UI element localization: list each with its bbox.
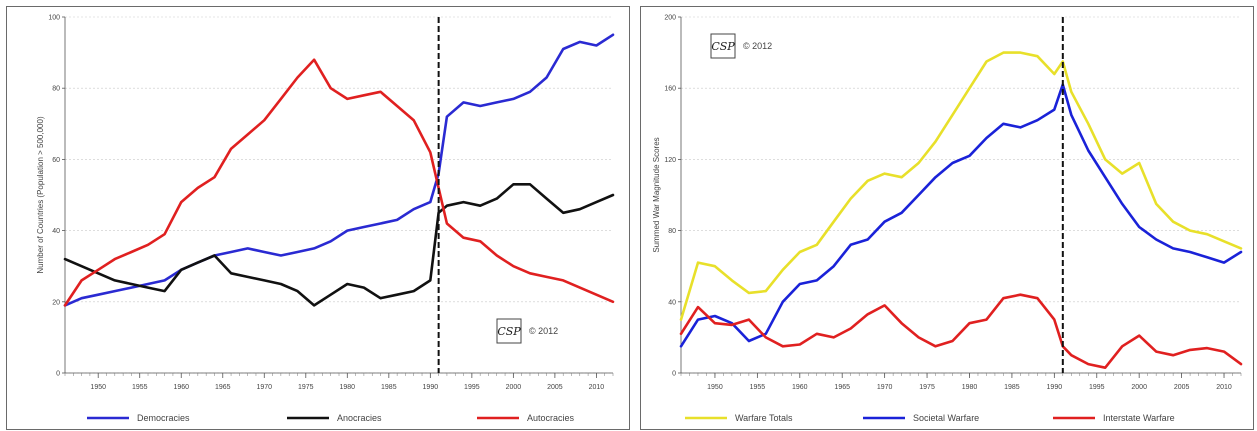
x-tick-label: 1965 (215, 384, 231, 391)
legend-label-autocracies: Autocracies (527, 413, 575, 423)
x-tick-label: 2005 (547, 384, 563, 391)
x-tick-label: 1995 (464, 384, 480, 391)
legend-label-warfare-totals: Warfare Totals (735, 413, 793, 423)
chart-war-magnitude: 0 40 80 120 160 200 1950 1955 1960 1965 1970 1975 19… (652, 15, 1243, 423)
x-tick-label: 1980 (962, 384, 978, 391)
series-line-anocracies (63, 183, 615, 307)
csp-logo (496, 318, 522, 344)
series-line-societal-warfare (679, 83, 1243, 348)
x-tick-label: 1975 (298, 384, 314, 391)
y-tick-label: 120 (664, 157, 676, 164)
csp-logo (710, 33, 736, 59)
chart-regime-types: 0 20 40 60 80 100 1950 1955 1960 1965 1970 1975 1980… (36, 15, 615, 423)
csp-logo-text: CSP (497, 325, 521, 338)
y-tick-label: 0 (672, 371, 676, 378)
series-line-interstate-warfare (679, 293, 1243, 369)
x-tick-label: 1965 (834, 384, 850, 391)
x-tick-label: 1960 (173, 384, 189, 391)
y-tick-label: 20 (52, 299, 60, 306)
x-tick-label: 2000 (1131, 384, 1147, 391)
x-tick-label: 1950 (90, 384, 106, 391)
legend-label-interstate-warfare: Interstate Warfare (1103, 413, 1175, 423)
x-tick-label: 1955 (132, 384, 148, 391)
y-axis-title: Summed War Magnitude Scores (652, 137, 661, 252)
legend-label-democracies: Democracies (137, 413, 190, 423)
x-tick-label: 1995 (1089, 384, 1105, 391)
x-tick-label: 1985 (1004, 384, 1020, 391)
y-tick-label: 0 (56, 371, 60, 378)
y-tick-label: 200 (664, 15, 676, 22)
x-tick-label: 1990 (423, 384, 439, 391)
y-tick-label: 100 (48, 15, 60, 22)
y-tick-label: 80 (668, 228, 676, 235)
series-line-democracies (63, 33, 615, 307)
y-tick-label: 80 (52, 86, 60, 93)
x-tick-label: 1970 (877, 384, 893, 391)
x-tick-label: 1980 (340, 384, 356, 391)
x-tick-label: 2005 (1174, 384, 1190, 391)
legend-label-anocracies: Anocracies (337, 413, 382, 423)
y-tick-label: 40 (52, 228, 60, 235)
legend-label-societal-warfare: Societal Warfare (913, 413, 979, 423)
x-tick-label: 2010 (589, 384, 605, 391)
y-axis-title: Number of Countries (Population > 500,00… (36, 116, 45, 274)
y-tick-label: 40 (668, 299, 676, 306)
y-tick-label: 160 (664, 86, 676, 93)
x-tick-label: 2010 (1216, 384, 1232, 391)
series-line-autocracies (63, 58, 615, 307)
series-line-warfare-totals (679, 51, 1243, 321)
x-tick-label: 1955 (750, 384, 766, 391)
csp-logo-text: CSP (711, 40, 735, 53)
right-chart-panel: 0 40 80 120 160 200 1950 1955 1960 1965 1970 1975 19… (640, 6, 1254, 430)
x-tick-label: 1950 (707, 384, 723, 391)
left-chart-panel: 0 20 40 60 80 100 1950 1955 1960 1965 1970 1975 1980… (6, 6, 630, 430)
copyright-stamp: © 2012 (529, 326, 558, 336)
y-tick-label: 60 (52, 157, 60, 164)
x-tick-label: 1985 (381, 384, 397, 391)
x-tick-label: 1970 (256, 384, 272, 391)
x-tick-label: 1975 (919, 384, 935, 391)
x-tick-label: 1960 (792, 384, 808, 391)
copyright-stamp: © 2012 (743, 41, 772, 51)
x-tick-label: 2000 (506, 384, 522, 391)
x-tick-label: 1990 (1047, 384, 1063, 391)
